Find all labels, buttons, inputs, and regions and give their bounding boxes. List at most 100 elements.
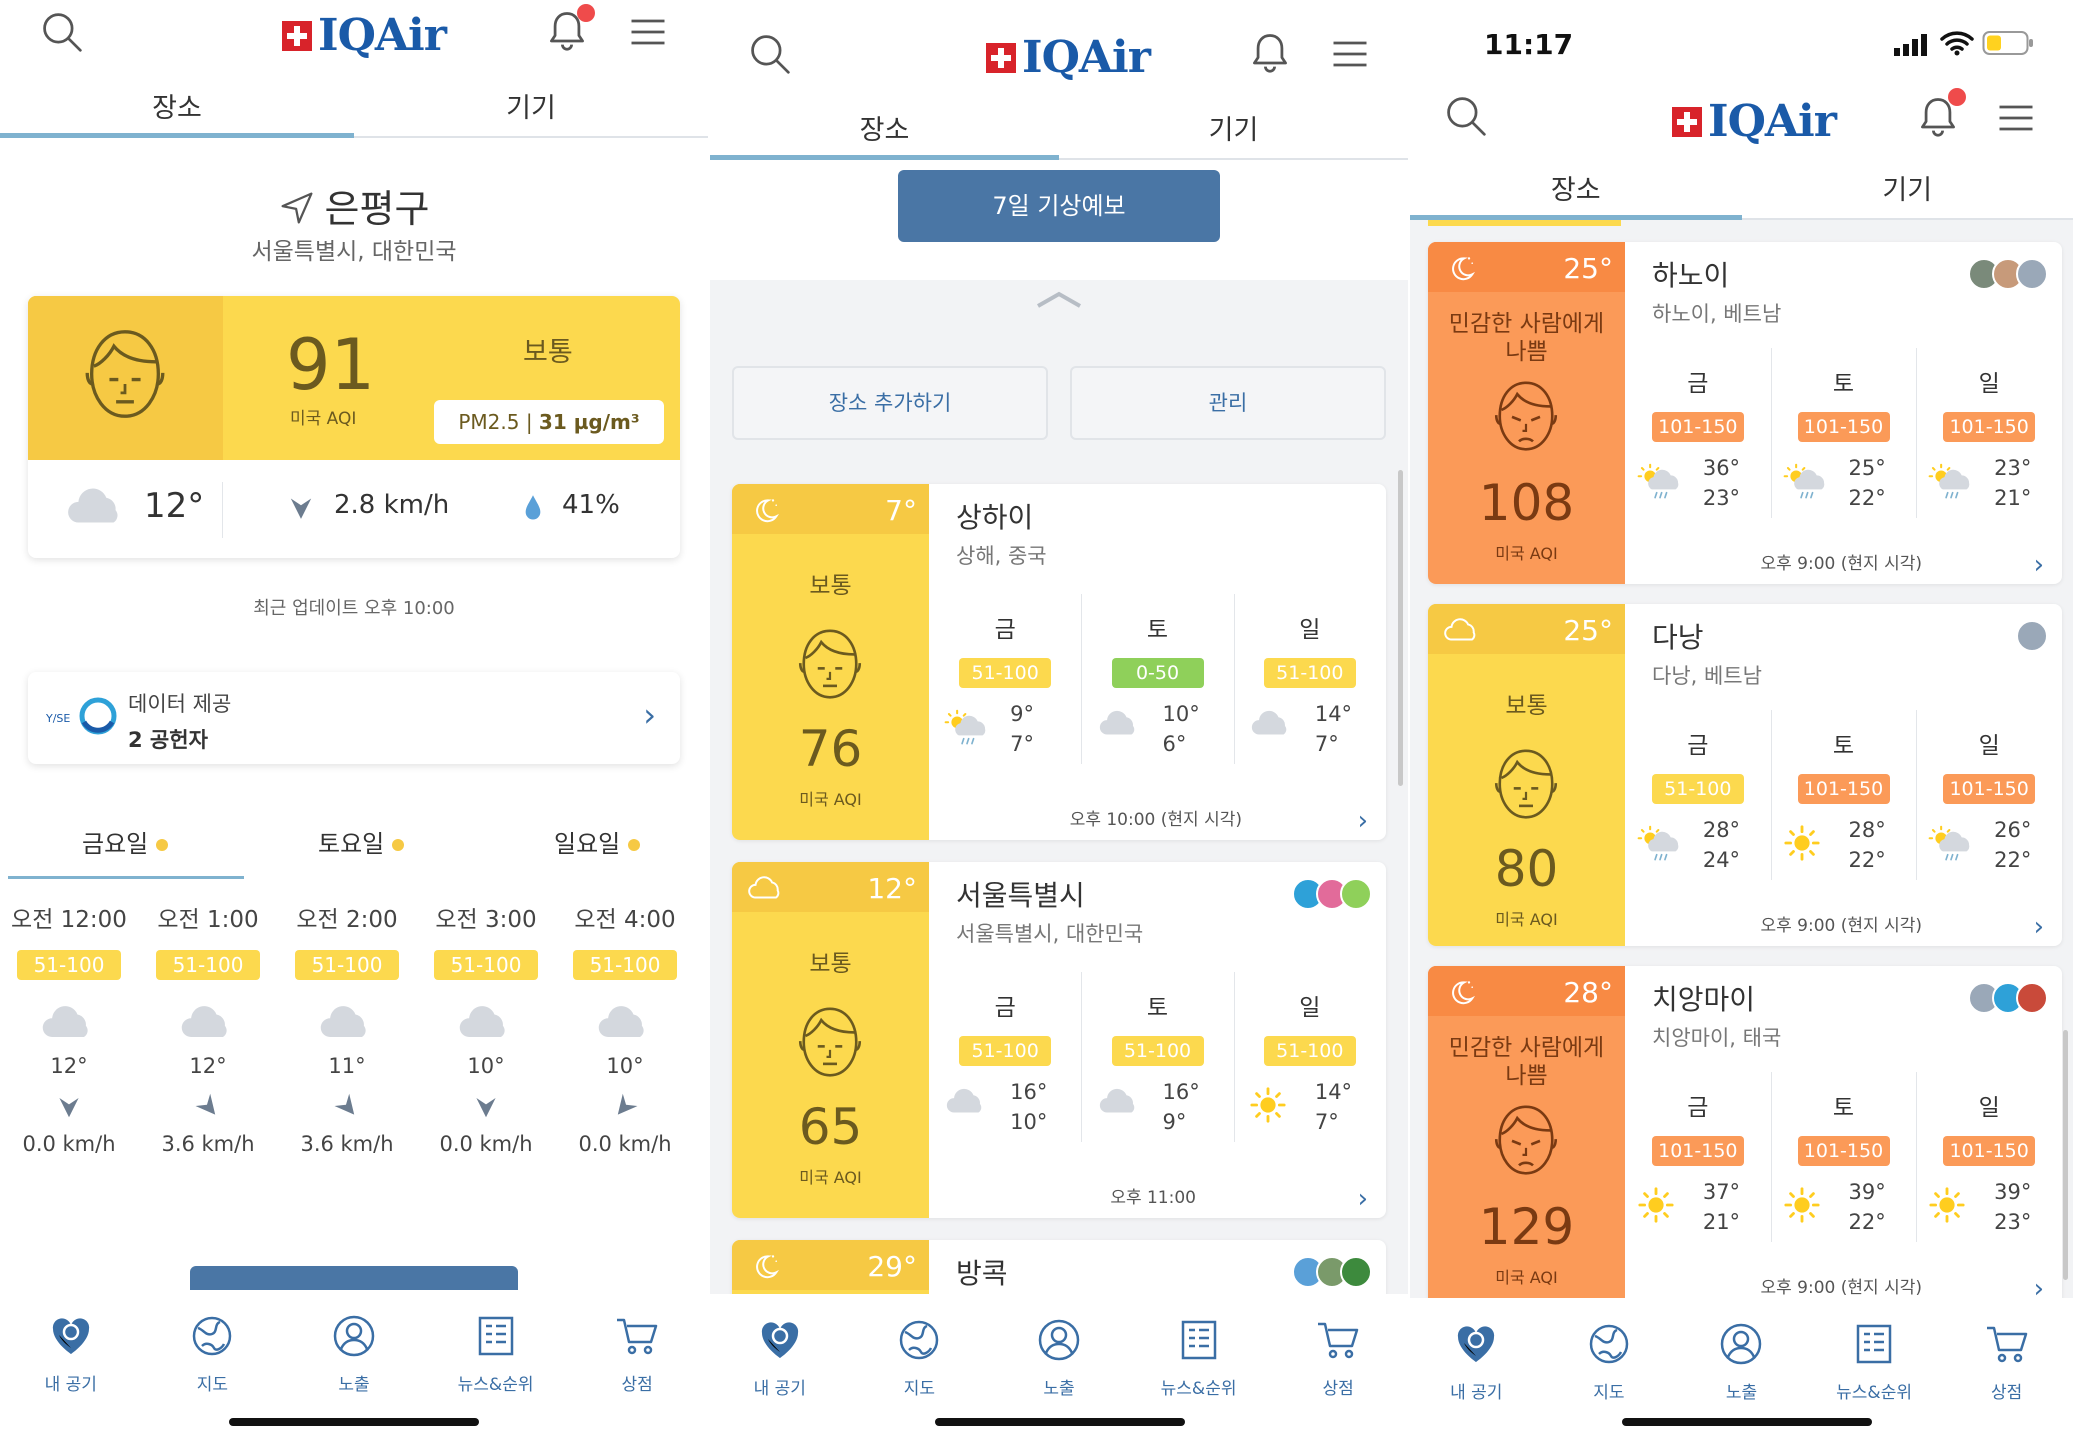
sun-icon	[1637, 1186, 1675, 1224]
data-source-card[interactable]: Y/SE 데이터 제공 2 공헌자 ›	[28, 672, 680, 764]
city-card[interactable]: 12° 보통 65 미국 AQI 서울특별시 서울특별시, 대한민국 금 51-100 16° 1…	[732, 862, 1386, 1218]
globe-icon	[1585, 1320, 1633, 1368]
menu-icon[interactable]	[626, 10, 670, 54]
nav-item-2[interactable]: 노출	[1686, 1320, 1796, 1440]
forecast-day-label: 금	[1687, 1095, 1709, 1121]
swiss-cross-icon	[1672, 106, 1702, 137]
menu-icon[interactable]	[1994, 96, 2038, 140]
temp-high: 25°	[1848, 456, 1886, 480]
column-divider	[1081, 594, 1083, 764]
tab-device[interactable]: 기기	[1208, 115, 1259, 146]
tab-place[interactable]: 장소	[0, 68, 354, 138]
search-icon[interactable]	[1444, 94, 1488, 138]
face-box	[28, 296, 223, 460]
panel-forecast-list: IQAir 장소 기기 7일 기상예보 장소 추가하기 관리 7° 보통 76 미국 …	[710, 0, 1408, 1440]
city-card[interactable]: 25° 보통 80 미국 AQI 다낭 다낭, 베트남 금 51-100 28° 24° 토 101-…	[1428, 604, 2062, 946]
day-tab-sat[interactable]: 토요일	[318, 824, 405, 859]
city-name: 서울특별시	[956, 879, 1085, 912]
partial-button[interactable]	[190, 1266, 518, 1294]
forecast-day-label: 토	[1832, 1095, 1855, 1121]
city-subtitle: 다낭, 베트남	[1652, 664, 1762, 688]
bell-icon[interactable]	[1248, 30, 1292, 74]
column-divider	[1916, 710, 1918, 880]
menu-icon[interactable]	[1328, 32, 1372, 76]
city-subtitle: 하노이, 베트남	[1652, 302, 1782, 326]
location-subtitle: 서울특별시, 대한민국	[251, 239, 457, 265]
city-temp: 25°	[1563, 252, 1613, 285]
hour-time: 오전 4:00	[574, 907, 676, 933]
scrollbar[interactable]	[2063, 1030, 2068, 1280]
column-divider	[1081, 972, 1083, 1142]
nav-item-4[interactable]: 상점	[1952, 1320, 2062, 1440]
nav-item-3[interactable]: 뉴스&순위	[1144, 1316, 1254, 1440]
city-card[interactable]: 7° 보통 76 미국 AQI 상하이 상해, 중국 금 51-100 9° 7° 토 0-50 10°…	[732, 484, 1386, 840]
forecast-temps: 28° 22°	[1769, 812, 1919, 882]
day-tab-sun[interactable]: 일요일	[554, 824, 641, 859]
add-place-button[interactable]: 장소 추가하기	[732, 366, 1048, 440]
aqi-unit: 미국 AQI	[1495, 544, 1558, 563]
forecast-day: 일 101-150 23° 21°	[1914, 364, 2062, 520]
aqi-value: 129	[1478, 1198, 1575, 1256]
nav-item-1[interactable]: 지도	[864, 1316, 974, 1440]
temp-low: 24°	[1702, 848, 1741, 872]
heart-icon	[756, 1316, 804, 1364]
wind-direction-icon	[324, 1083, 369, 1128]
aqi-range-pill: 51-100	[295, 950, 399, 980]
weather-row: 12° 2.8 km/h 41%	[28, 460, 680, 558]
forecast-7day-button[interactable]: 7일 기상예보	[898, 170, 1220, 242]
aqi-value: 91	[286, 324, 376, 406]
home-indicator	[1622, 1418, 1872, 1426]
nav-item-3[interactable]: 뉴스&순위	[441, 1312, 551, 1440]
aqi-range-pill: 51-100	[1651, 774, 1744, 804]
forecast-day: 토 101-150 28° 22°	[1769, 726, 1919, 882]
nav-item-1[interactable]: 지도	[1554, 1320, 1664, 1440]
temp-low: 7°	[1314, 1110, 1339, 1134]
manage-button[interactable]: 관리	[1070, 366, 1386, 440]
nav-item-2[interactable]: 노출	[299, 1312, 409, 1440]
collapse-chevron-icon[interactable]	[1034, 284, 1084, 314]
aqi-card[interactable]: 91 미국 AQI 보통 PM2.5 | 31 µg/m³ 12° 2.8 km…	[28, 296, 680, 558]
nav-item-4[interactable]: 상점	[582, 1312, 692, 1440]
nav-item-4[interactable]: 상점	[1283, 1316, 1393, 1440]
nav-item-3[interactable]: 뉴스&순위	[1819, 1320, 1929, 1440]
local-time: 오후 9:00 (현지 시각)	[1760, 1278, 1923, 1298]
tab-place[interactable]: 장소	[1410, 150, 1742, 220]
cart-icon	[1983, 1320, 2031, 1368]
nav-item-0[interactable]: 내 공기	[1421, 1320, 1531, 1440]
city-subtitle: 치앙마이, 태국	[1652, 1026, 1782, 1050]
nav-item-0[interactable]: 내 공기	[16, 1312, 126, 1440]
city-card[interactable]: 28° 민감한 사람에게 나쁨 129 미국 AQI 치앙마이 치앙마이, 태국 금 101-…	[1428, 966, 2062, 1308]
hour-wind-dir	[185, 1083, 230, 1128]
nav-item-1[interactable]: 지도	[157, 1312, 267, 1440]
forecast-day-label: 일	[1299, 995, 1321, 1021]
hour-wind: 3.6 km/h	[300, 1132, 394, 1156]
aqi-range-pill: 51-100	[156, 950, 260, 980]
tab-device[interactable]: 기기	[1882, 175, 1933, 206]
aqi-dot	[392, 839, 405, 851]
aqi-range-pill: 51-100	[573, 950, 677, 980]
scrollbar[interactable]	[1398, 470, 1403, 786]
temp-low: 22°	[1994, 848, 2032, 872]
aqi-range-pill: 51-100	[1263, 658, 1356, 688]
city-card[interactable]: 25° 민감한 사람에게 나쁨 108 미국 AQI 하노이 하노이, 베트남 금 101-1…	[1428, 242, 2062, 584]
search-icon[interactable]	[40, 10, 84, 54]
hour-wind-dir	[602, 1083, 647, 1128]
aqi-side-header	[732, 862, 929, 912]
tab-device[interactable]: 기기	[506, 93, 556, 124]
swiss-cross-icon	[986, 42, 1016, 73]
nav-label: 상점	[621, 1375, 653, 1395]
nav-label: 내 공기	[1450, 1383, 1503, 1403]
aqi-side: 28° 민감한 사람에게 나쁨 129 미국 AQI	[1428, 966, 1625, 1308]
hour-wind: 0.0 km/h	[22, 1132, 116, 1156]
tab-place[interactable]: 장소	[710, 90, 1059, 160]
nav-item-2[interactable]: 노출	[1004, 1316, 1114, 1440]
heart-icon	[1452, 1320, 1500, 1368]
aqi-range-pill: 101-150	[1943, 1136, 2036, 1166]
forecast-temps: 14° 7°	[1235, 1074, 1385, 1144]
search-icon[interactable]	[748, 32, 792, 76]
day-tab-fri[interactable]: 금요일	[82, 824, 169, 859]
nav-label: 노출	[1725, 1383, 1758, 1403]
sun-rain-icon	[1637, 824, 1683, 864]
nav-item-0[interactable]: 내 공기	[725, 1316, 835, 1440]
temp-low: 21°	[1994, 486, 2032, 510]
